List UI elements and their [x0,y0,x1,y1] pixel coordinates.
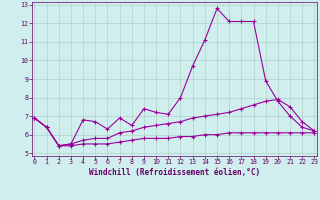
X-axis label: Windchill (Refroidissement éolien,°C): Windchill (Refroidissement éolien,°C) [89,168,260,177]
